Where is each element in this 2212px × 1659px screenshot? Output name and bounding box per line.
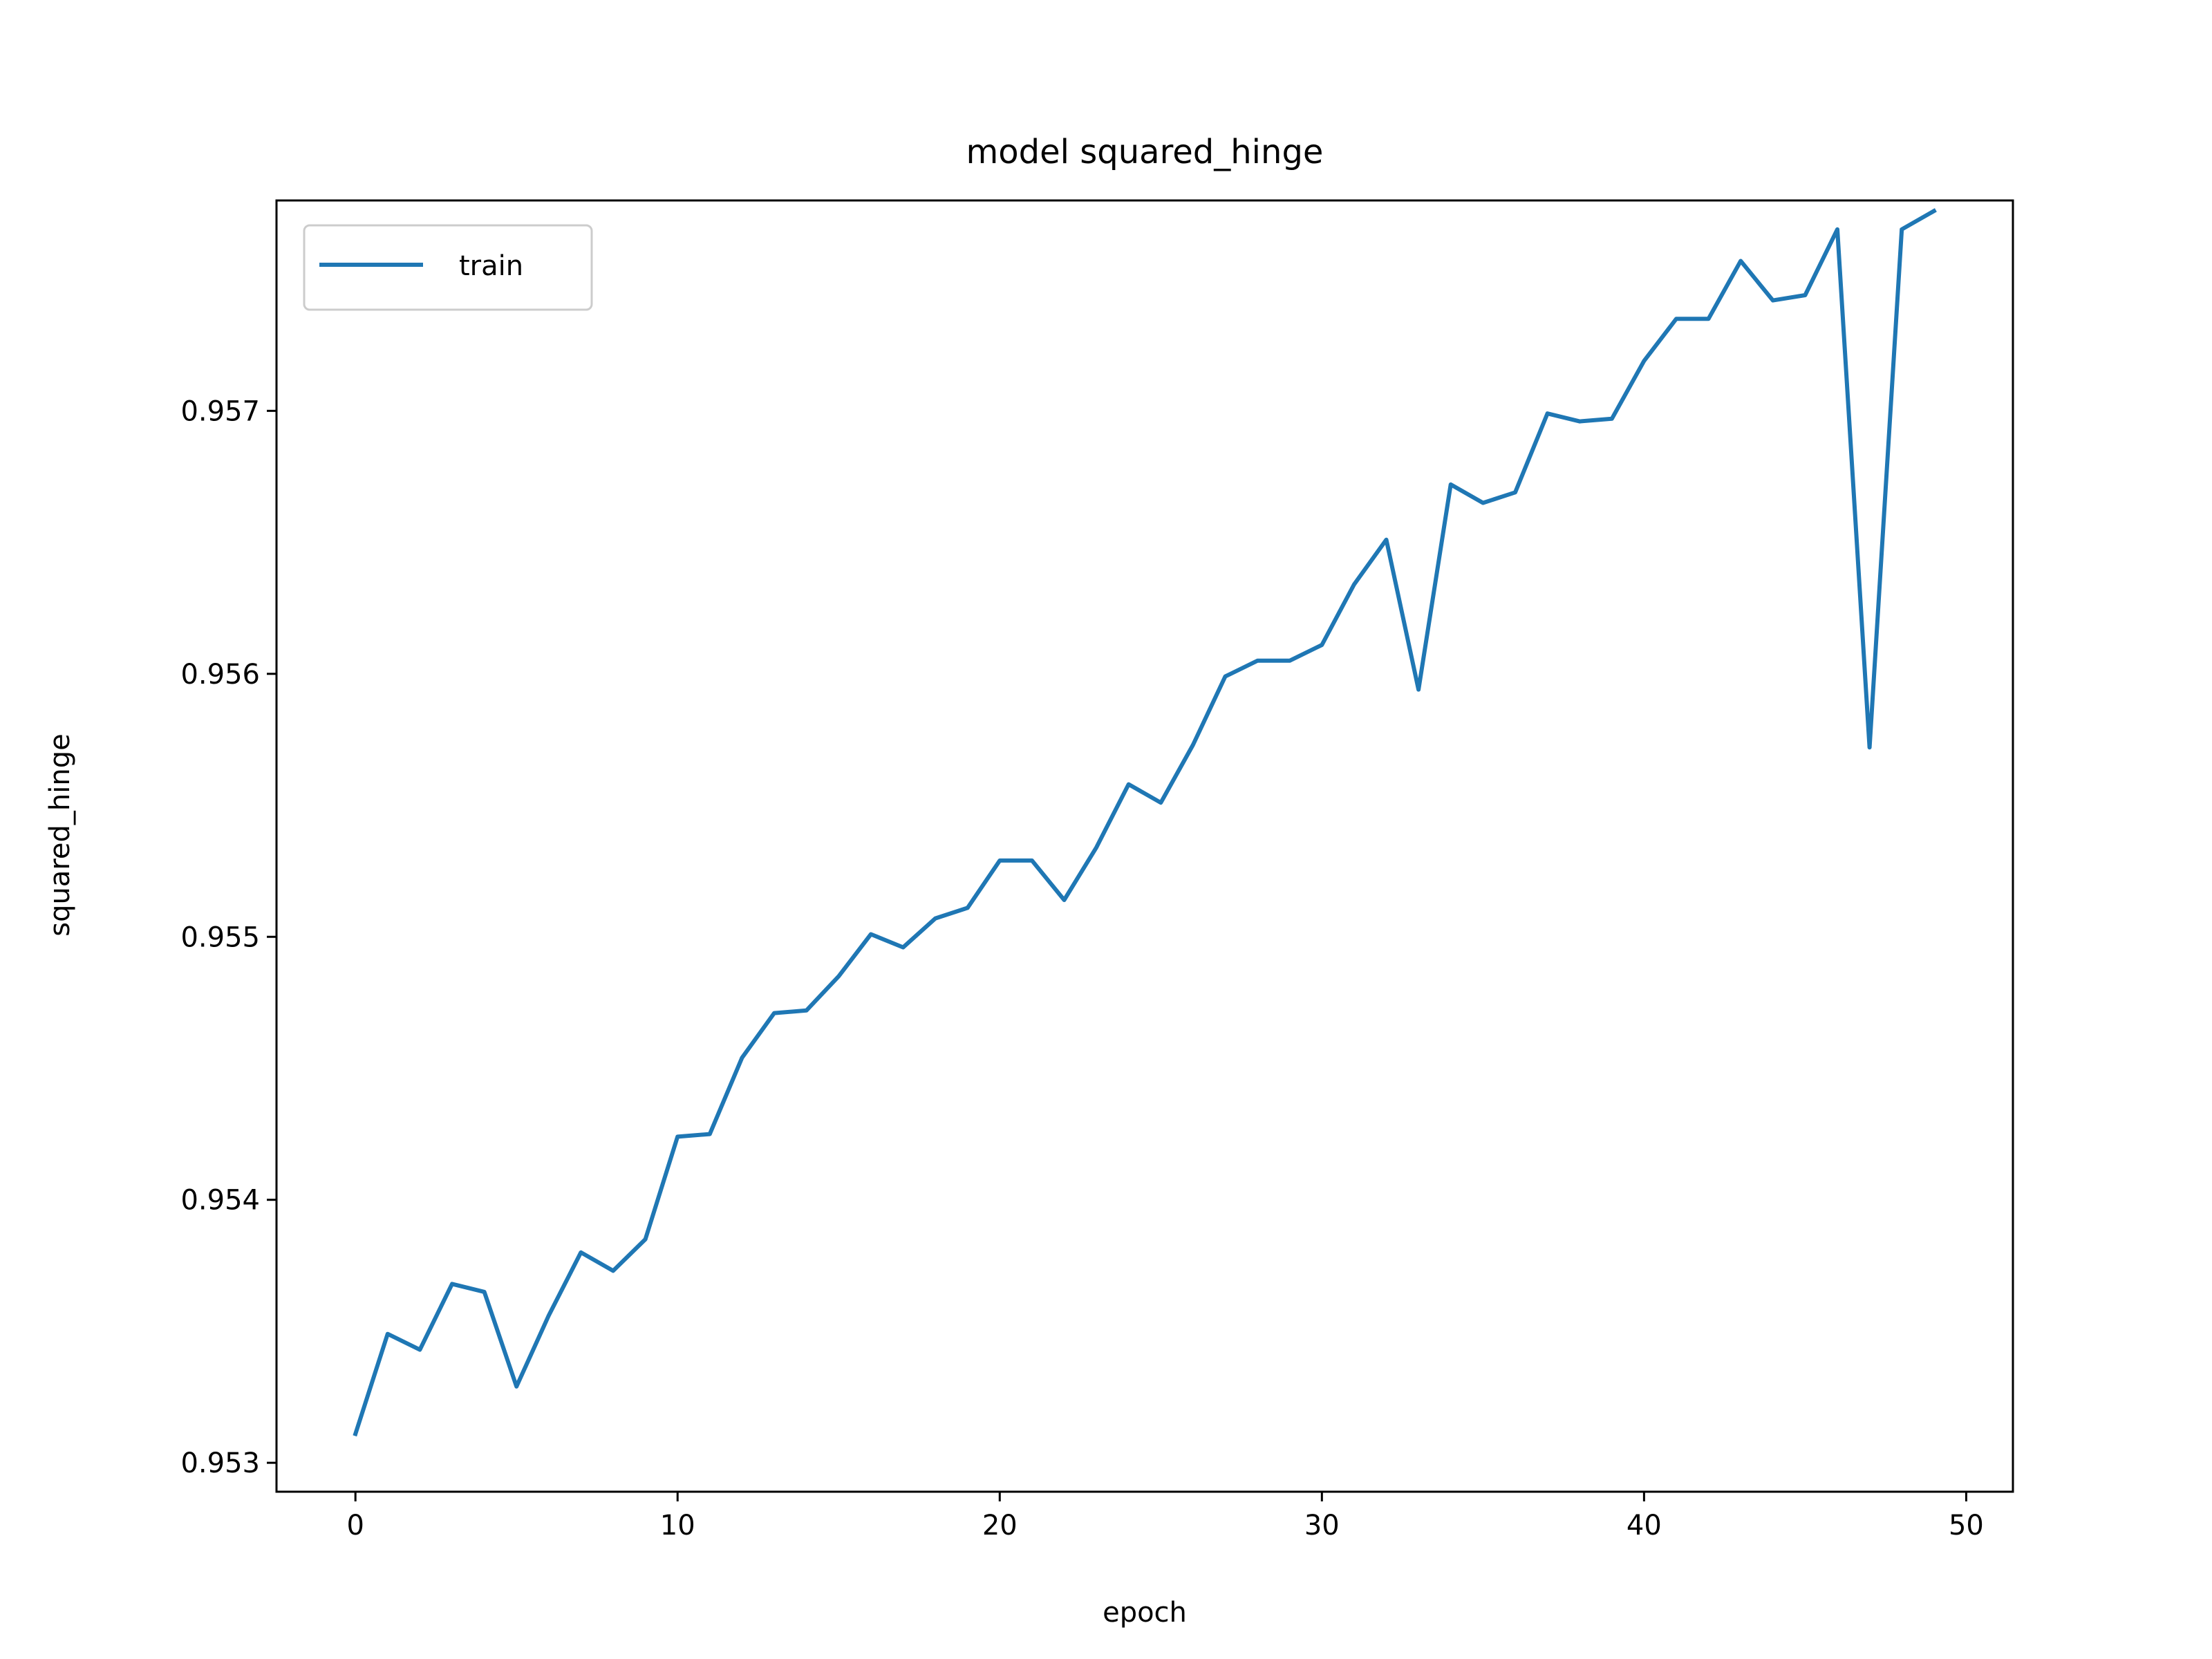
axes-frame: [275, 199, 2014, 1493]
y-axis-label: squared_hinge: [44, 733, 76, 936]
chart-title: model squared_hinge: [966, 133, 1324, 171]
x-tick-label: 50: [1949, 1510, 1984, 1541]
x-tick-label: 40: [1627, 1510, 1662, 1541]
y-tick-label: 0.955: [180, 921, 260, 953]
legend-box: [303, 224, 593, 311]
x-tick-label: 30: [1304, 1510, 1340, 1541]
x-tick-label: 0: [346, 1510, 364, 1541]
y-tick-label: 0.956: [180, 659, 260, 691]
x-axis-label: epoch: [1103, 1597, 1187, 1629]
plot-area: 0 10 20 30 40 50 0.953 0.954 0.955 0.956 0.957: [180, 199, 2014, 1541]
y-tick-label: 0.954: [180, 1185, 260, 1217]
series-line-train: [353, 208, 1937, 1437]
legend: train: [303, 224, 593, 311]
y-tick-label: 0.953: [180, 1447, 260, 1479]
x-tick-label: 10: [660, 1510, 695, 1541]
x-tick-label: 20: [982, 1510, 1018, 1541]
legend-label-train: train: [459, 250, 523, 282]
y-tick-label: 0.957: [180, 395, 260, 427]
